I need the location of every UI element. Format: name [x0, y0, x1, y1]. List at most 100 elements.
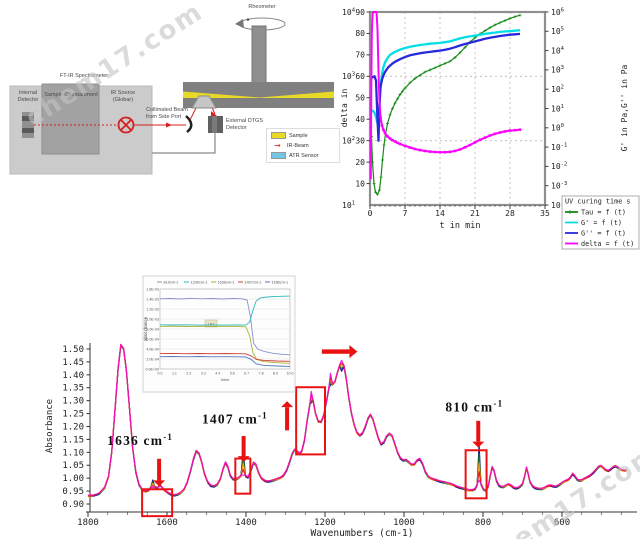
- svg-text:Absorbance: Absorbance: [45, 399, 55, 453]
- sample-compartment-box: [41, 83, 100, 155]
- rheo-axes: 0 7 14 21 28 35 t in min 90 80 70 60 50 40 30 20 10 104 1…: [340, 7, 629, 231]
- diagram-legend: Sample ➞ IR-Beam ATR Sensor: [266, 128, 340, 163]
- series-G' = f (t): [371, 29, 521, 127]
- peak-label: 1407 cm-1: [202, 410, 268, 426]
- series-spectrum-5: [87, 344, 627, 496]
- svg-text:Wavenumbers (cm-1): Wavenumbers (cm-1): [311, 528, 414, 539]
- svg-text:5.6: 5.6: [230, 372, 235, 376]
- svg-text:3.3: 3.3: [201, 372, 206, 376]
- internal-detector-unit: [22, 112, 34, 138]
- svg-text:1000: 1000: [393, 518, 415, 528]
- svg-text:1800: 1800: [77, 518, 99, 528]
- legend-item-ir-beam: ➞ IR-Beam: [271, 141, 335, 150]
- svg-text:103: 103: [342, 72, 355, 82]
- lower-plate: [183, 98, 334, 108]
- annotation-box: [295, 386, 327, 456]
- svg-text:21: 21: [470, 209, 480, 218]
- svg-text:60: 60: [355, 72, 365, 81]
- svg-text:1.05: 1.05: [62, 461, 84, 471]
- internal-detector-label: Internal Detector: [17, 90, 39, 103]
- ir-source-label: IR Source (Globar): [110, 90, 136, 103]
- mirror-icon: [185, 115, 193, 133]
- down-arrow-icon: [157, 458, 162, 481]
- inset-series-1636cm-1: [159, 325, 291, 364]
- svg-text:7: 7: [403, 209, 408, 218]
- svg-text:10-3: 10-3: [551, 181, 567, 191]
- spectrometer-label: FT-IR Spectrometer: [59, 73, 109, 79]
- svg-text:G' = f (t): G' = f (t): [581, 219, 622, 227]
- svg-text:7.8: 7.8: [259, 372, 264, 376]
- legend-item-atr: ATR Sensor: [271, 152, 335, 159]
- svg-text:40: 40: [355, 115, 365, 124]
- svg-text:1.20: 1.20: [62, 422, 84, 432]
- svg-text:20: 20: [355, 158, 365, 167]
- sample-compartment-label: Sample Compartment: [44, 92, 98, 98]
- svg-text:1.25: 1.25: [62, 410, 84, 420]
- legend-label: Sample: [289, 132, 308, 139]
- svg-text:800: 800: [475, 518, 491, 528]
- svg-text:50: 50: [355, 94, 365, 103]
- ir-source-icon: [117, 116, 135, 134]
- svg-text:90: 90: [355, 8, 365, 17]
- svg-text:1.50: 1.50: [62, 345, 84, 355]
- annotation-box: [141, 488, 174, 518]
- svg-text:102: 102: [551, 85, 564, 95]
- collimated-beam-label: Collimated Beam from Side Port: [146, 107, 188, 120]
- svg-text:delta = f (t): delta = f (t): [581, 240, 634, 248]
- svg-text:G' in Pa,G'' in Pa: G' in Pa,G'' in Pa: [620, 64, 629, 151]
- svg-text:104: 104: [551, 46, 565, 56]
- svg-text:1.15: 1.15: [62, 435, 84, 445]
- svg-text:1.40: 1.40: [62, 371, 84, 381]
- external-dtgs-detector-box: [208, 116, 223, 133]
- sample-swatch: [271, 132, 286, 139]
- svg-text:6.7: 6.7: [244, 372, 249, 376]
- svg-text:8.9: 8.9: [273, 372, 278, 376]
- kinetics-inset-chart: 1.6E-03 1.4E-03 1.2E-03 1.0E-03 8.0E-04 6.0E-…: [142, 275, 296, 393]
- rheo-series: [370, 11, 522, 196]
- legend-label: IR-Beam: [287, 142, 309, 149]
- rheo-legend: UV curing time s Tau = f (t) G' = f (t) G''…: [561, 195, 640, 250]
- svg-text:1.45: 1.45: [62, 358, 84, 368]
- svg-text:101: 101: [551, 104, 564, 114]
- rheology-chart: 0 7 14 21 28 35 t in min 90 80 70 60 50 40 30 20 10 104 1…: [340, 7, 640, 250]
- svg-text:105: 105: [551, 27, 564, 37]
- svg-text:810cm-1: 810cm-1: [164, 281, 179, 285]
- svg-text:G'' = f (t): G'' = f (t): [581, 230, 626, 238]
- svg-text:Tau = f (t): Tau = f (t): [581, 209, 626, 217]
- svg-text:6.0E-04: 6.0E-04: [146, 337, 159, 341]
- inset-series-1186cm-1: [159, 356, 291, 367]
- svg-text:1200: 1200: [314, 518, 336, 528]
- rheometer-unit: [183, 17, 334, 109]
- ir-beam-arrow-icon: ➞: [274, 141, 281, 150]
- svg-text:t/min: t/min: [221, 377, 230, 382]
- svg-text:30: 30: [355, 136, 365, 145]
- svg-text:106: 106: [551, 7, 564, 16]
- svg-text:70: 70: [355, 51, 365, 60]
- svg-text:4.4: 4.4: [215, 372, 220, 376]
- svg-text:1.2E-03: 1.2E-03: [146, 307, 159, 311]
- series-G'' = f (t): [370, 32, 521, 142]
- svg-text:104: 104: [342, 7, 356, 16]
- annotation-box: [464, 449, 488, 500]
- svg-text:4.0E-04: 4.0E-04: [146, 347, 159, 351]
- svg-text:35: 35: [540, 209, 550, 218]
- svg-text:2.0E-04: 2.0E-04: [146, 357, 159, 361]
- svg-text:1.1: 1.1: [172, 372, 177, 376]
- svg-text:0.0: 0.0: [158, 372, 163, 376]
- svg-text:80: 80: [355, 29, 365, 38]
- svg-text:10-1: 10-1: [551, 142, 567, 152]
- external-detector-label: External DTGS Detector: [226, 118, 263, 131]
- ftir-spectra-chart: 1800 1600 1400 1200 1000 800 600 Wavenumbers (c…: [45, 275, 637, 539]
- svg-text:0: 0: [368, 209, 373, 218]
- svg-text:103: 103: [551, 65, 564, 75]
- svg-text:1186cm-1: 1186cm-1: [272, 281, 289, 285]
- svg-text:2.2: 2.2: [186, 372, 191, 376]
- svg-text:1.6E-03: 1.6E-03: [146, 287, 159, 291]
- svg-text:1.4E-03: 1.4E-03: [146, 297, 159, 301]
- svg-text:UV: UV: [208, 321, 214, 326]
- atr-crystal: [191, 95, 217, 109]
- svg-text:101: 101: [342, 200, 355, 210]
- svg-text:102: 102: [342, 136, 355, 146]
- svg-text:1230cm-1: 1230cm-1: [191, 281, 208, 285]
